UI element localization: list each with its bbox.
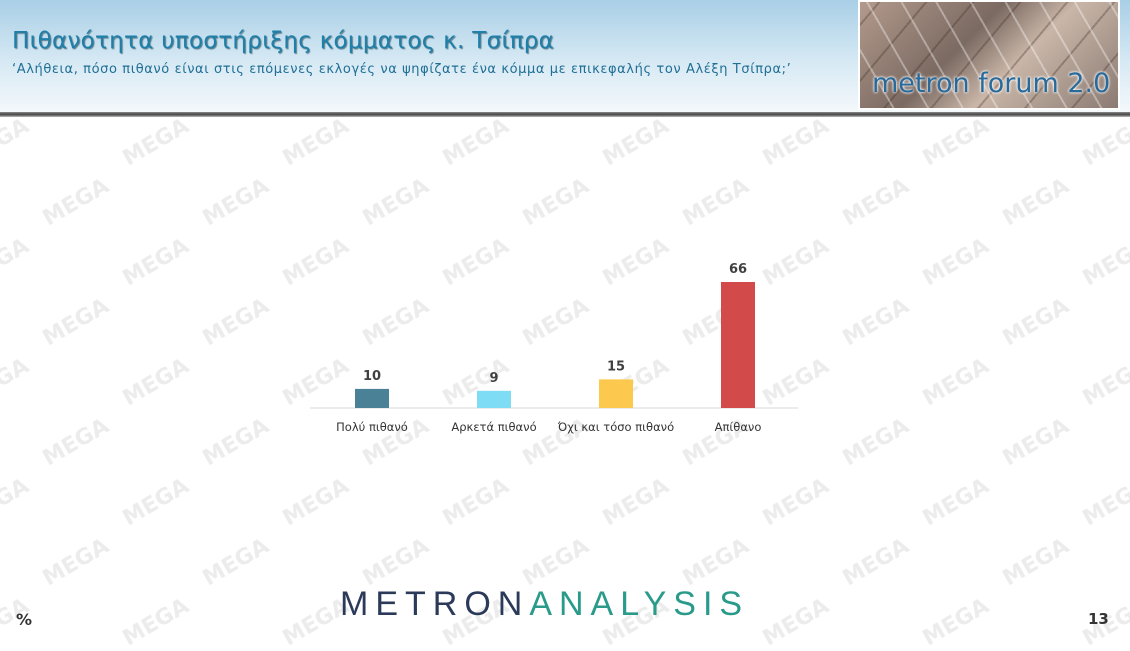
category-label: Αρκετά πιθανό <box>451 420 536 434</box>
category-label: Όχι και τόσο πιθανό <box>557 420 674 434</box>
page-title: Πιθανότητα υποστήριξης κόμματος κ. Τσίπρ… <box>12 28 555 54</box>
footer-brand: METRONANALYSIS <box>340 585 749 624</box>
bar <box>477 390 511 408</box>
brand-part1: METRON <box>340 585 530 623</box>
page-number: 13 <box>1088 610 1109 628</box>
category-label: Πολύ πιθανό <box>336 420 408 434</box>
header-divider <box>0 112 1130 117</box>
data-label: 15 <box>607 359 625 374</box>
metron-forum-logo: metron forum 2.0 <box>858 0 1120 110</box>
question-text: ‘Αλήθεια, πόσο πιθανό είναι στις επόμενε… <box>12 62 792 77</box>
bar <box>721 282 755 408</box>
data-label: 66 <box>729 262 747 277</box>
logo-text: metron forum 2.0 <box>872 68 1111 99</box>
bar-chart: 10 Πολύ πιθανό 9 Αρκετά πιθανό 15 Όχι και τόσ… <box>310 262 798 434</box>
bar <box>599 379 633 408</box>
unit-label: % <box>16 610 33 629</box>
data-label: 10 <box>363 369 381 384</box>
category-label: Απίθανο <box>715 420 762 434</box>
bar <box>355 388 389 408</box>
data-label: 9 <box>489 371 498 386</box>
brand-part2: ANALYSIS <box>529 585 750 623</box>
